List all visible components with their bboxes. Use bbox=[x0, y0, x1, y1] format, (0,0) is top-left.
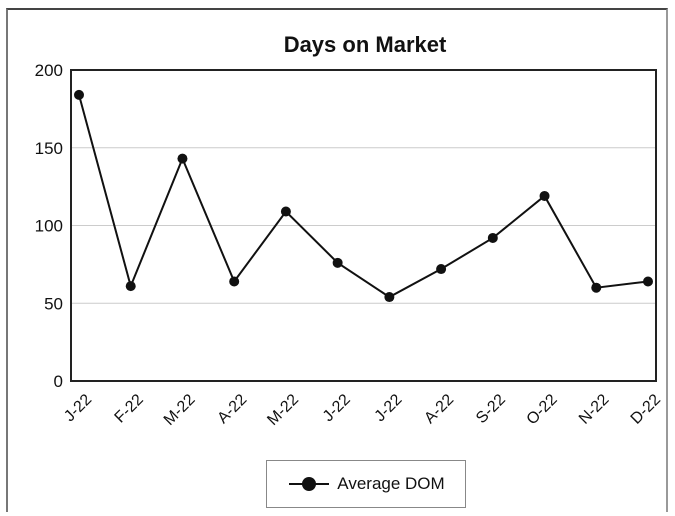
chart-legend: Average DOM bbox=[266, 460, 466, 508]
data-point bbox=[643, 276, 653, 287]
y-tick-label: 100 bbox=[35, 217, 63, 236]
y-tick-label: 50 bbox=[44, 294, 63, 313]
data-point bbox=[487, 232, 498, 243]
y-tick-label: 0 bbox=[54, 372, 63, 391]
x-tick-label: M-22 bbox=[161, 391, 199, 429]
x-tick-label: J-22 bbox=[320, 391, 354, 425]
x-tick-label: A-22 bbox=[214, 391, 250, 427]
data-point bbox=[436, 264, 447, 275]
data-point bbox=[177, 153, 188, 164]
y-tick-label: 150 bbox=[35, 139, 63, 158]
data-point bbox=[332, 257, 343, 268]
data-point bbox=[74, 89, 84, 100]
data-point bbox=[539, 190, 550, 201]
x-tick-label: D-22 bbox=[628, 391, 665, 428]
chart-title: Days on Market bbox=[284, 32, 447, 57]
x-tick-label: O-22 bbox=[524, 391, 561, 428]
plot-area bbox=[70, 69, 657, 382]
y-tick-label: 200 bbox=[35, 61, 63, 80]
x-tick-label: J-22 bbox=[61, 391, 95, 425]
x-tick-label: A-22 bbox=[421, 391, 457, 427]
data-point bbox=[280, 206, 291, 217]
series-line bbox=[78, 94, 649, 299]
data-point bbox=[384, 292, 395, 303]
x-tick-label: S-22 bbox=[473, 391, 509, 427]
x-tick-label: J-22 bbox=[372, 391, 406, 425]
data-point bbox=[229, 276, 240, 287]
data-point bbox=[125, 281, 136, 292]
data-point bbox=[591, 282, 602, 293]
legend-series-marker bbox=[287, 477, 331, 491]
x-tick-label: M-22 bbox=[264, 391, 302, 429]
x-tick-label: F-22 bbox=[112, 391, 147, 426]
x-tick-label: N-22 bbox=[576, 391, 613, 428]
legend-series-label: Average DOM bbox=[337, 474, 445, 493]
